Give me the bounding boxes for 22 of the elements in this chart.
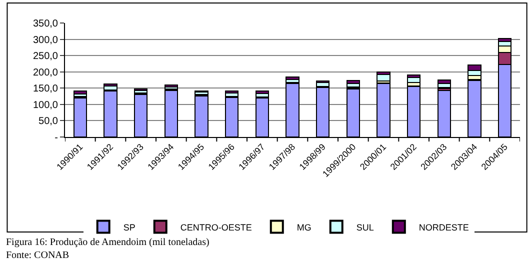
text: Figura 16: Produção de Amendoim (mil toneladas) xyxy=(6,237,210,248)
y-tick-label: 50,0 xyxy=(38,116,58,128)
y-tick-label: 100,0 xyxy=(32,100,58,111)
source-note: Fonte: CONAB xyxy=(6,250,70,261)
y-tick-label: - xyxy=(54,132,58,144)
bar xyxy=(286,76,300,80)
y-tick-label: 250,0 xyxy=(32,51,58,62)
bar xyxy=(346,80,360,84)
bar xyxy=(73,90,88,95)
legend-label: NORDESTE xyxy=(418,222,469,232)
legend-label: MG xyxy=(296,222,312,232)
bar xyxy=(224,90,239,94)
legend-label: SP xyxy=(123,222,136,232)
y-tick-label: 200,0 xyxy=(32,67,58,78)
y-tick-label: 300,0 xyxy=(32,34,58,46)
legend-label: SUL xyxy=(356,222,374,232)
y-tick-label: 150,0 xyxy=(32,84,58,95)
legend-label: CENTRO-OESTE xyxy=(180,222,252,232)
bar xyxy=(498,38,512,42)
bar xyxy=(104,83,118,87)
bar xyxy=(437,80,452,84)
y-tick-label: 350,0 xyxy=(32,18,58,30)
